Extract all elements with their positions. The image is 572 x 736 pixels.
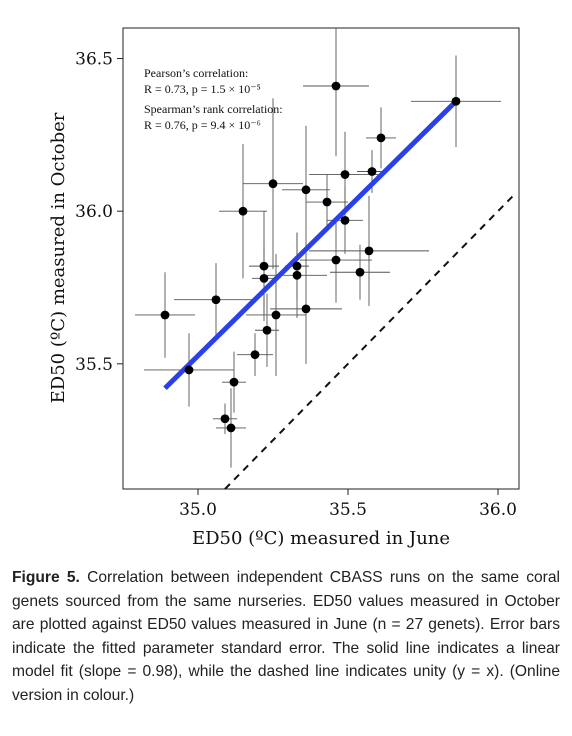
data-point (160, 310, 170, 320)
data-point (184, 365, 194, 375)
data-point (226, 423, 236, 433)
spearman-title: Spearman’s rank correlation: (144, 102, 283, 116)
data-point (211, 295, 221, 305)
unity-line (224, 195, 514, 490)
data-point (259, 261, 269, 271)
data-point (451, 96, 461, 106)
caption-text: Correlation between independent CBASS ru… (12, 569, 560, 704)
data-point (364, 246, 374, 256)
data-point (262, 325, 272, 335)
y-tick-label: 36.5 (75, 50, 113, 70)
data-point (250, 350, 260, 360)
data-point (322, 197, 332, 207)
linear-fit-line (163, 99, 458, 391)
data-point (331, 255, 341, 265)
data-point (301, 304, 311, 314)
caption-label: Figure 5. (12, 569, 80, 586)
data-point (292, 261, 302, 271)
x-tick-label: 35.0 (179, 500, 217, 520)
data-point (376, 133, 386, 143)
spearman-values: R = 0.76, p = 9.4 × 10⁻⁶ (144, 118, 261, 132)
data-point (238, 206, 248, 216)
data-point (271, 310, 281, 320)
data-point (340, 170, 350, 179)
plot-frame (122, 27, 520, 490)
y-tick-label: 36.0 (75, 202, 113, 222)
x-tick-label: 36.0 (479, 500, 517, 520)
scatter-figure: 35.0 35.5 36.0 35.5 36.0 36.5 ED50 (ºC) measu… (48, 27, 520, 549)
pearson-title: Pearson’s correlation: (144, 66, 248, 80)
data-point (340, 215, 350, 225)
data-point (268, 179, 278, 189)
data-point (301, 185, 311, 195)
y-axis-label: ED50 (ºC) measured in October (48, 112, 69, 403)
data-point (229, 377, 239, 387)
y-tick-label: 35.5 (75, 355, 113, 375)
data-point (259, 273, 269, 283)
data-point (367, 167, 377, 176)
x-axis-label: ED50 (ºC) measured in June (192, 528, 450, 549)
data-point (292, 270, 302, 280)
figure-caption: Figure 5. Correlation between independen… (12, 566, 560, 707)
pearson-values: R = 0.73, p = 1.5 × 10⁻⁵ (144, 82, 261, 96)
data-point (331, 81, 341, 91)
data-point (220, 414, 230, 424)
scatter-plot: 35.0 35.5 36.0 35.5 36.0 36.5 ED50 (ºC) measu… (48, 27, 520, 549)
data-point (355, 267, 365, 277)
x-tick-label: 35.5 (329, 500, 367, 520)
